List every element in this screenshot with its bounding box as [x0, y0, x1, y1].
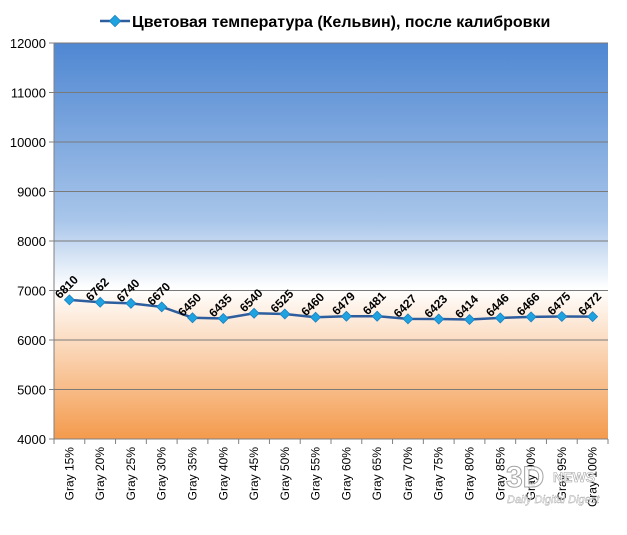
data-point	[587, 311, 599, 323]
y-tick-label: 11000	[11, 86, 46, 101]
y-tick-label: 6000	[17, 333, 46, 348]
x-category-label: Gray 25%	[124, 447, 138, 501]
data-point	[125, 297, 137, 309]
y-tick-label: 10000	[10, 135, 46, 150]
y-tick-label: 8000	[17, 234, 46, 249]
data-point	[310, 311, 322, 323]
x-category-label: Gray 50%	[278, 447, 292, 501]
data-point	[186, 312, 199, 324]
data-point	[433, 313, 445, 325]
x-category-label: Gray 100%	[586, 447, 600, 507]
x-category-label: Gray 95%	[555, 447, 569, 501]
x-category-label: Gray 15%	[62, 447, 76, 501]
data-point	[556, 310, 568, 323]
data-point	[463, 313, 476, 326]
x-category-label: Gray 30%	[155, 447, 169, 501]
data-point	[156, 301, 168, 313]
x-category-label: Gray 85%	[493, 447, 507, 501]
x-category-label: Gray 75%	[432, 447, 446, 501]
data-point	[402, 313, 414, 325]
y-tick-label: 12000	[10, 36, 46, 51]
x-category-label: Gray 35%	[186, 447, 200, 501]
x-axis-ticks	[53, 439, 609, 444]
y-tick-label: 9000	[17, 185, 46, 200]
y-tick-label: 5000	[17, 383, 46, 398]
x-category-label: Gray 70%	[401, 447, 415, 501]
y-tick-label: 7000	[17, 284, 46, 299]
x-category-label: Gray 80%	[463, 447, 477, 501]
data-point	[217, 312, 229, 324]
watermark-sub: Daily Digital Digest	[507, 494, 600, 506]
data-point	[371, 310, 383, 322]
legend: Цветовая температура (Кельвин), после ка…	[100, 14, 550, 31]
data-point	[494, 312, 506, 324]
x-category-label: Gray 65%	[370, 447, 384, 501]
data-point	[63, 294, 75, 306]
legend-label: Цветовая температура (Кельвин), после ка…	[132, 14, 550, 31]
series-group	[63, 294, 599, 326]
x-category-label: Gray 90%	[524, 447, 538, 501]
y-tick-label: 4000	[17, 432, 46, 447]
data-point	[525, 311, 537, 323]
x-axis-categories: Gray 15% Gray 20% Gray 25% Gray 30% Gray 35%…	[62, 447, 599, 507]
watermark-main: 3D	[506, 461, 544, 494]
watermark-logo: 3D NEWS Daily Digital Digest	[506, 461, 601, 507]
data-point	[94, 296, 106, 308]
x-category-label: Gray 60%	[339, 447, 353, 501]
x-category-label: Gray 40%	[216, 447, 230, 501]
y-axis-ticks: 4000 5000 6000 7000 8000 9000 10000 11000 12000	[10, 36, 54, 447]
x-category-label: Gray 45%	[247, 447, 261, 501]
watermark-news: NEWS	[553, 469, 595, 485]
gridlines	[54, 42, 608, 390]
data-point	[248, 307, 260, 319]
data-point	[279, 308, 291, 320]
x-category-label: Gray 20%	[93, 447, 107, 501]
legend-marker	[108, 14, 122, 28]
x-category-label: Gray 55%	[309, 447, 323, 501]
data-point	[340, 310, 352, 322]
